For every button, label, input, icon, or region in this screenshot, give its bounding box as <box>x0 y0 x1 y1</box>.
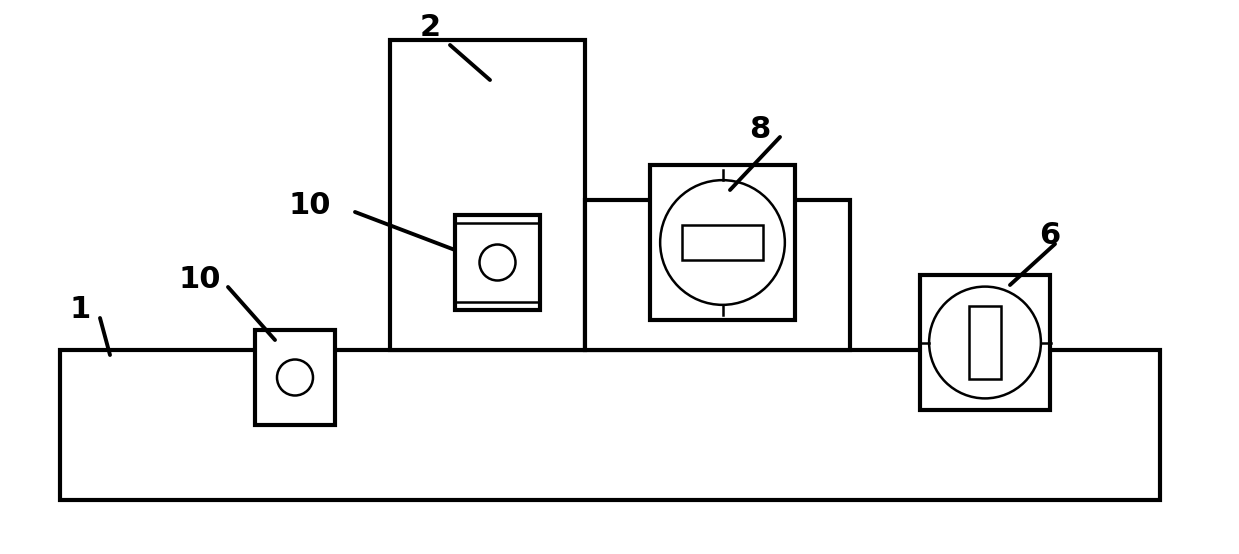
Bar <box>455 215 540 310</box>
Bar <box>585 200 850 350</box>
Bar <box>969 306 1001 379</box>
Text: 2: 2 <box>420 13 441 43</box>
Bar <box>650 165 795 320</box>
Bar <box>390 40 585 350</box>
Text: 1: 1 <box>69 295 90 325</box>
Text: 6: 6 <box>1040 220 1061 249</box>
Text: 10: 10 <box>289 191 331 219</box>
Bar <box>681 225 763 260</box>
Bar <box>59 350 1160 500</box>
Bar <box>255 330 335 425</box>
Text: 10: 10 <box>178 265 222 295</box>
Bar <box>921 275 1049 410</box>
Text: 8: 8 <box>750 115 771 145</box>
